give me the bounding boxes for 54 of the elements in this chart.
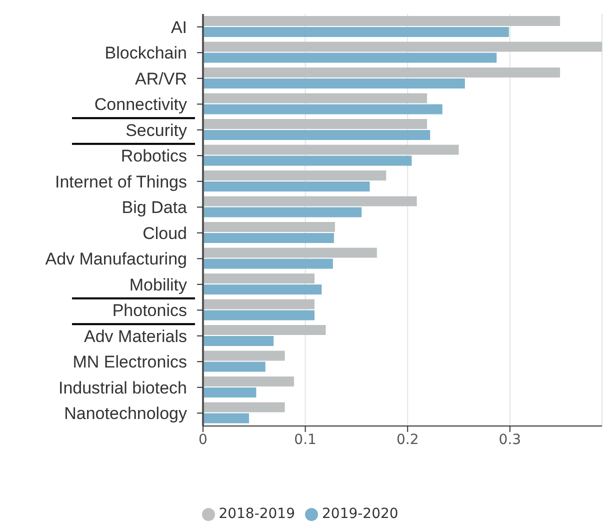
y-tick-label: MN Electronics <box>72 352 187 372</box>
y-tick-label: Connectivity <box>94 95 188 114</box>
y-tick-label: Internet of Things <box>55 172 187 192</box>
y-tick-label: Nanotechnology <box>64 404 188 424</box>
legend-label: 2019-2020 <box>322 506 398 522</box>
bar <box>203 170 386 180</box>
bar <box>203 68 560 78</box>
bar <box>203 233 334 243</box>
legend-label: 2018-2019 <box>218 506 295 522</box>
bar <box>203 52 497 63</box>
bar <box>203 182 370 192</box>
bar <box>203 413 250 424</box>
bar <box>203 258 333 269</box>
bar <box>203 156 412 166</box>
y-tick-label: Blockchain <box>104 44 187 63</box>
bar <box>203 310 315 320</box>
y-tick-label: Cloud <box>142 224 187 243</box>
bar <box>203 93 428 104</box>
bar <box>203 222 335 232</box>
bar <box>203 325 326 335</box>
bar <box>203 144 459 155</box>
y-tick-label: Big Data <box>122 198 188 218</box>
bar <box>203 299 315 310</box>
bar <box>203 388 256 398</box>
bar <box>203 350 285 361</box>
bar <box>203 284 322 294</box>
bar <box>203 16 560 26</box>
bar <box>203 196 417 206</box>
bar <box>203 130 430 140</box>
y-tick-label: AI <box>170 18 187 37</box>
bar <box>203 362 266 372</box>
bar <box>203 274 315 284</box>
x-tick-label: 0.3 <box>498 432 522 448</box>
y-tick-label: Security <box>126 120 188 140</box>
y-tick-label: Adv Manufacturing <box>45 250 187 269</box>
bar <box>203 104 442 114</box>
y-tick-label: AR/VR <box>135 69 187 88</box>
bar <box>203 207 362 218</box>
bar <box>203 78 465 88</box>
y-tick-label: Mobility <box>129 275 188 294</box>
x-tick-label: 0.1 <box>294 432 316 448</box>
bar <box>203 336 274 346</box>
y-tick-label: Photonics <box>112 301 187 320</box>
x-tick-label: 0.2 <box>396 432 419 448</box>
y-tick-label: Adv Materials <box>84 326 187 346</box>
y-tick-label: Robotics <box>120 146 187 166</box>
bar <box>203 119 428 129</box>
bar <box>203 376 294 386</box>
bar <box>203 402 285 412</box>
bar <box>203 248 377 258</box>
bar <box>203 27 509 37</box>
bar <box>203 42 602 52</box>
x-tick-label: 0 <box>198 432 208 448</box>
y-tick-label: Industrial biotech <box>58 378 187 398</box>
